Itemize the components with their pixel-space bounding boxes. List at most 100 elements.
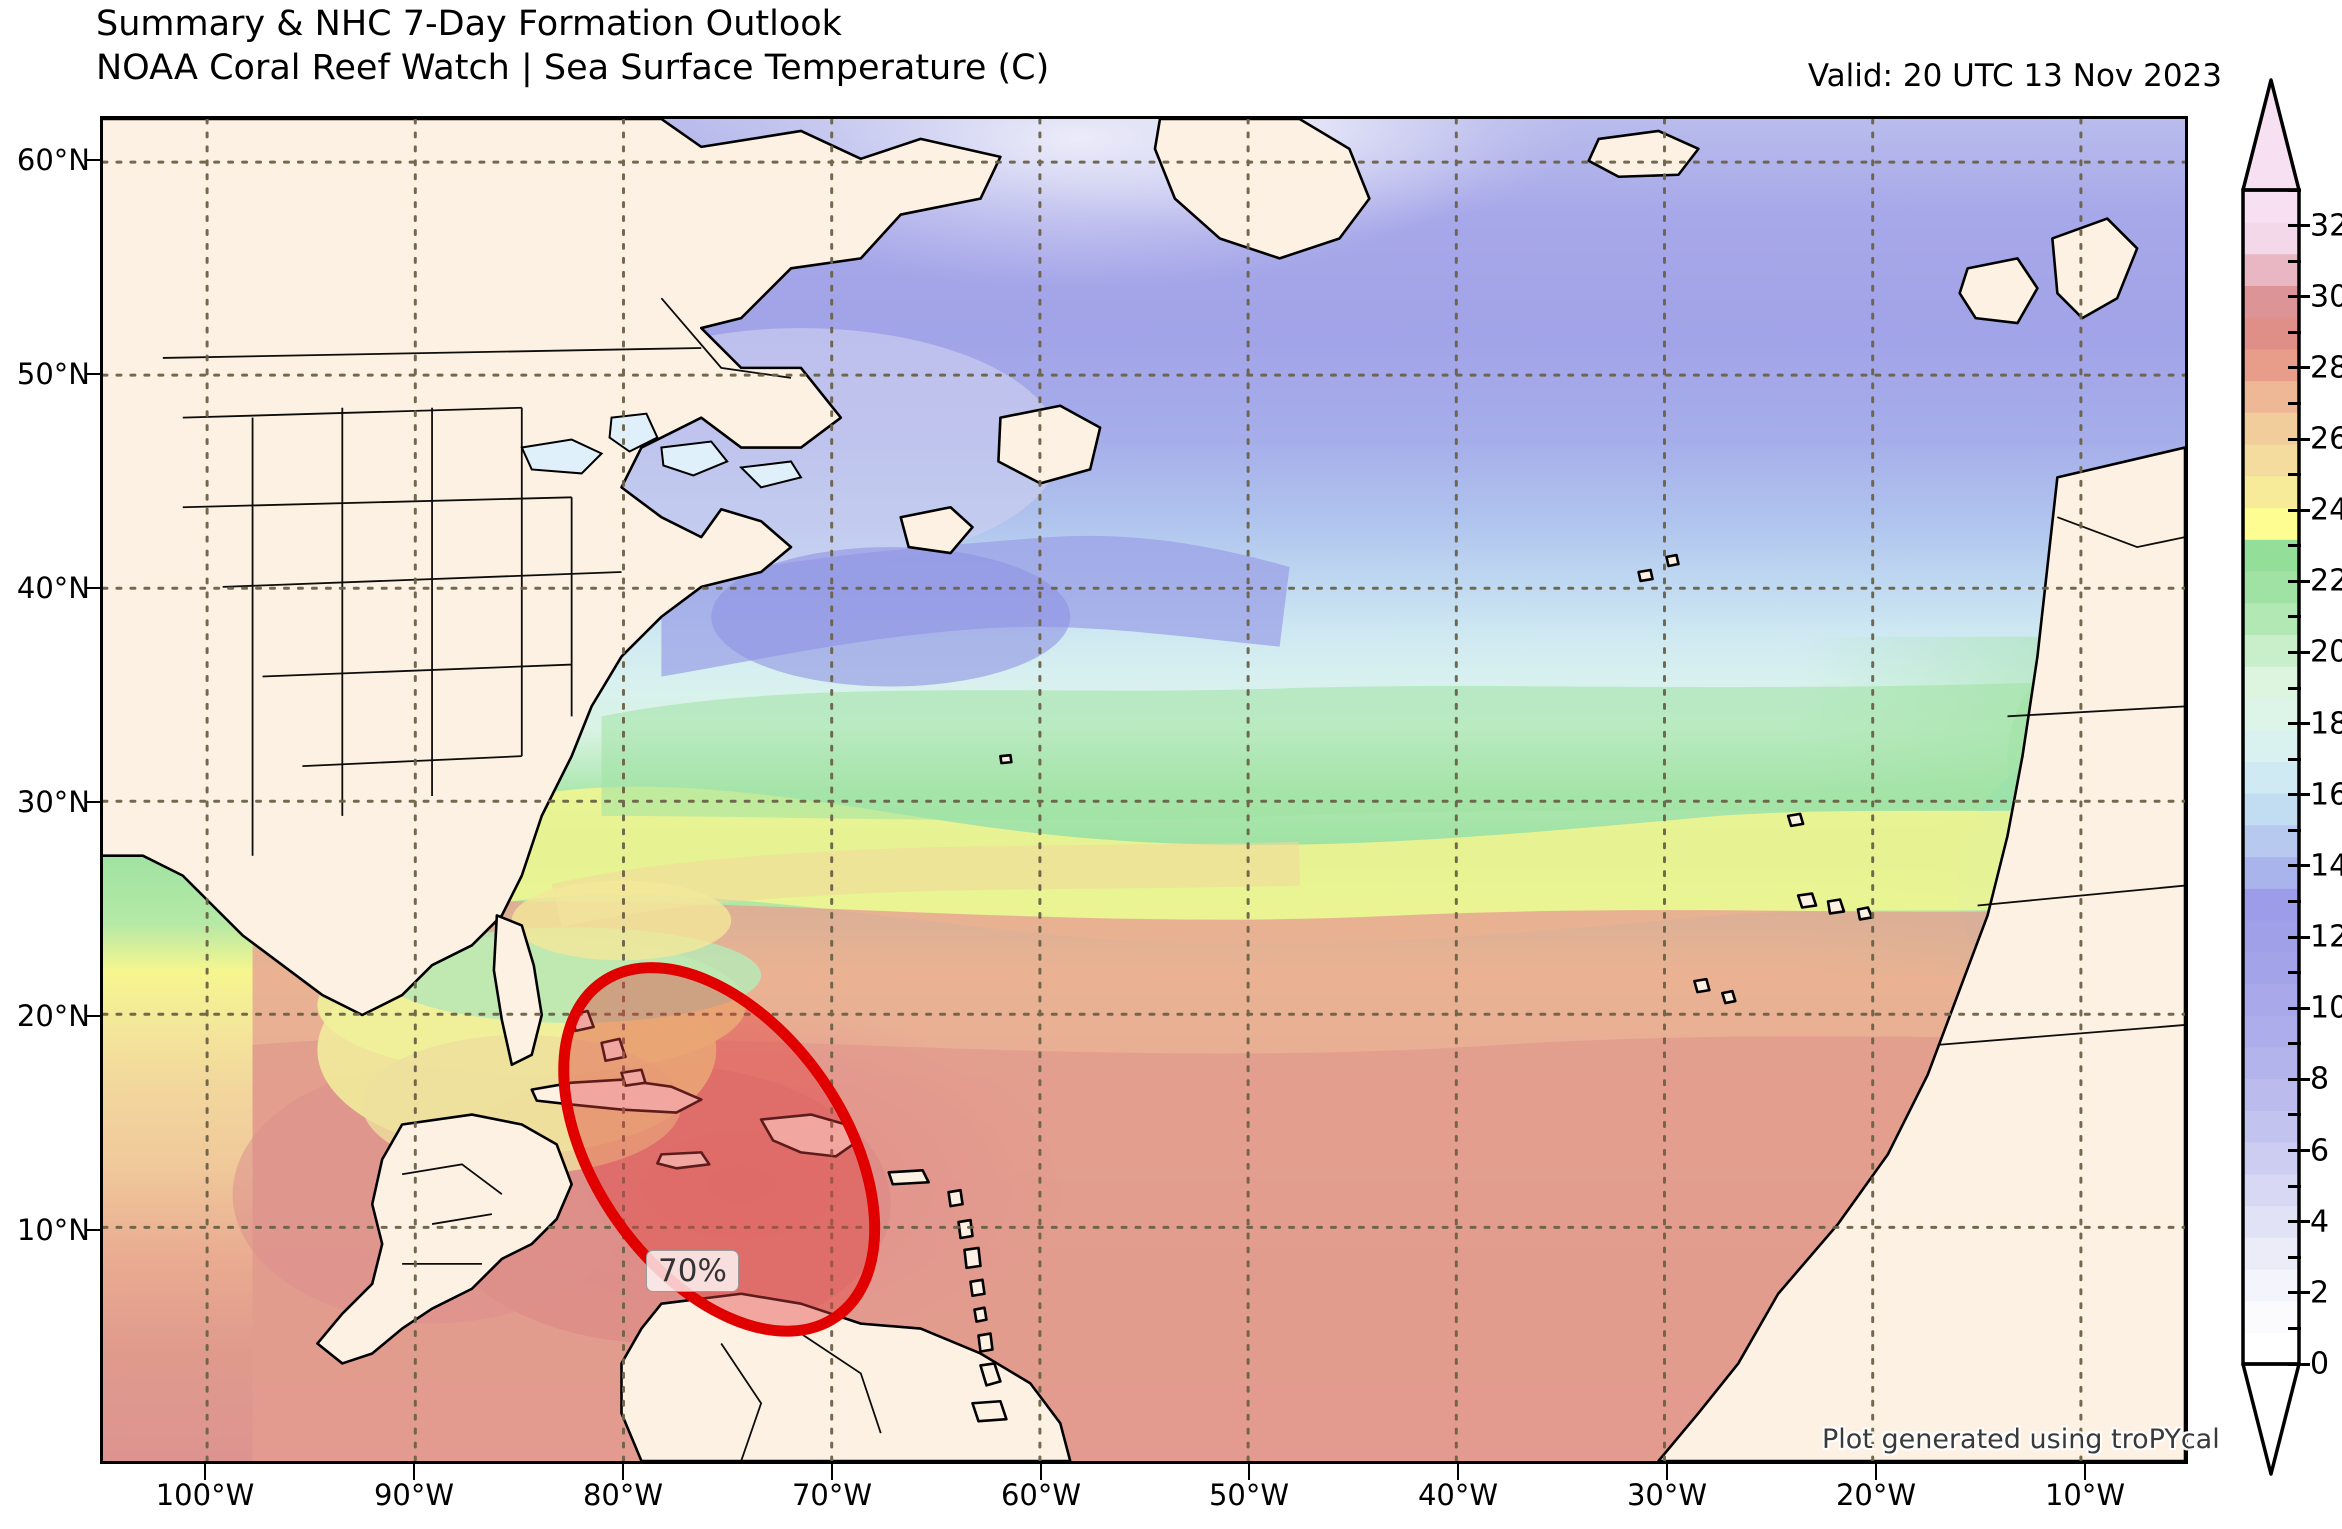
map-plot-area[interactable] [100,116,2188,1464]
lat-tick-50 [86,373,102,375]
colorbar-minor-tick [2288,686,2301,690]
colorbar-band [2243,856,2299,889]
colorbar-label-18: 18 [2310,706,2342,742]
lat-tick-20 [86,1015,102,1017]
colorbar-tick-6 [2288,1149,2310,1153]
colorbar-label-12: 12 [2310,919,2342,955]
colorbar-band [2243,761,2299,794]
colorbar-minor-tick [2288,1042,2301,1046]
colorbar-minor-tick [2288,900,2301,903]
colorbar-tick-18 [2288,722,2310,726]
colorbar-band [2243,983,2299,1016]
colorbar-minor-tick [2288,1255,2301,1259]
sst-colorbar[interactable]: 0 2 4 6 8 10 12 14 16 18 20 22 24 26 28 30 32 [2240,72,2342,1482]
colorbar-label-32: 32 [2310,208,2342,244]
colorbar-tick-0 [2288,1362,2310,1366]
colorbar-band [2243,1268,2299,1302]
colorbar-band [2243,570,2299,604]
colorbar-tick-4 [2288,1220,2310,1224]
lon-tick-40w [1457,1464,1459,1480]
lat-label-30n: 30°N [16,785,90,819]
colorbar-band [2243,792,2299,826]
lon-label-10w: 10°W [2044,1478,2126,1512]
colorbar-band [2243,1046,2299,1080]
colorbar-tick-12 [2288,935,2310,939]
lon-tick-90w [413,1464,415,1480]
lat-tick-60 [86,159,102,161]
colorbar-label-8: 8 [2310,1061,2330,1097]
lon-tick-30w [1666,1464,1668,1480]
lon-label-20w: 20°W [1835,1478,1917,1512]
lon-tick-80w [622,1464,624,1480]
colorbar-label-14: 14 [2310,848,2342,884]
lat-label-60n: 60°N [16,143,90,177]
colorbar-band [2243,888,2299,921]
plot-credit: Plot generated using troPYcal [1822,1424,2220,1455]
title-block: Summary & NHC 7-Day Formation Outlook NO… [96,2,1049,90]
colorbar-label-24: 24 [2310,492,2342,528]
lon-tick-10w [2084,1464,2086,1480]
lon-label-80w: 80°W [582,1478,664,1512]
lon-tick-60w [1040,1464,1042,1480]
colorbar-tick-2 [2288,1291,2310,1295]
lat-label-20n: 20°N [16,999,90,1033]
colorbar-band [2243,1237,2299,1270]
colorbar-tick-30 [2288,295,2310,299]
colorbar-label-4: 4 [2310,1204,2330,1240]
page-subtitle: NOAA Coral Reef Watch | Sea Surface Temp… [96,48,1050,88]
colorbar-label-22: 22 [2310,563,2342,599]
colorbar-tick-26 [2288,437,2310,441]
colorbar-label-20: 20 [2310,634,2342,670]
colorbar-minor-tick [2288,188,2301,192]
colorbar-minor-tick [2288,1184,2301,1188]
colorbar-label-10: 10 [2310,990,2342,1026]
lon-label-50w: 50°W [1208,1478,1290,1512]
colorbar-label-30: 30 [2310,279,2342,315]
lon-label-70w: 70°W [791,1478,873,1512]
colorbar-tick-20 [2288,650,2310,654]
lat-tick-30 [86,801,102,803]
colorbar-band [2243,475,2299,509]
colorbar-tick-22 [2288,579,2310,583]
colorbar-minor-tick [2288,259,2301,263]
colorbar-minor-tick [2288,971,2301,975]
colorbar-band [2243,1173,2299,1207]
colorbar-tick-28 [2288,366,2310,370]
sst-map-canvas [103,119,2185,1461]
lon-tick-20w [1875,1464,1877,1480]
lat-label-50n: 50°N [16,357,90,391]
lon-label-100w: 100°W [155,1478,255,1512]
lon-tick-70w [831,1464,833,1480]
lon-tick-50w [1248,1464,1250,1480]
colorbar-tick-10 [2288,1006,2310,1010]
colorbar-band [2243,1078,2299,1111]
colorbar-band [2243,729,2299,762]
colorbar-label-6: 6 [2310,1133,2330,1169]
colorbar-minor-tick [2288,544,2301,548]
colorbar-label-28: 28 [2310,350,2342,386]
colorbar-label-2: 2 [2310,1275,2330,1311]
formation-outlook-ellipse [558,962,881,1337]
colorbar-swatches [2241,78,2301,1476]
colorbar-minor-tick [2288,473,2301,477]
colorbar-band [2243,665,2299,699]
colorbar-band [2243,253,2299,286]
colorbar-minor-tick [2288,1113,2301,1117]
colorbar-band [2243,697,2299,731]
colorbar-minor-tick [2288,615,2301,619]
colorbar-tick-32 [2288,224,2310,228]
colorbar-band [2243,1014,2299,1048]
valid-time-label: Valid: 20 UTC 13 Nov 2023 [1807,58,2222,94]
colorbar-band [2243,634,2299,667]
colorbar-tick-8 [2288,1077,2310,1081]
colorbar-label-26: 26 [2310,421,2342,457]
colorbar-band [2243,443,2299,477]
colorbar-band [2243,951,2299,985]
colorbar-tick-14 [2288,864,2310,868]
colorbar-tick-16 [2288,793,2310,797]
colorbar-band [2243,1141,2299,1175]
colorbar-minor-tick [2288,330,2301,334]
formation-probability-label: 70% [646,1250,739,1292]
lat-tick-10 [86,1229,102,1231]
colorbar-band [2243,190,2299,223]
